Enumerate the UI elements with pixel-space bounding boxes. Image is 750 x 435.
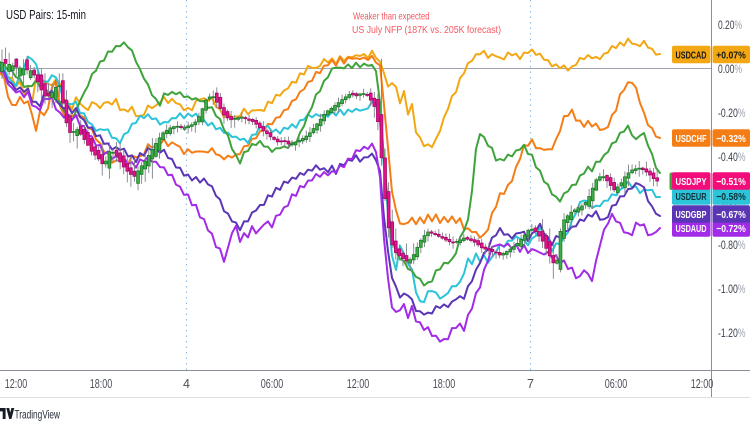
svg-text:18:00: 18:00 [90,377,113,391]
svg-text:−0.32%: −0.32% [716,133,746,145]
svg-text:-1.00%: -1.00% [718,284,746,296]
svg-text:-0.80%: -0.80% [718,240,746,252]
svg-text:-0.20%: -0.20% [718,108,746,120]
svg-text:−0.58%: −0.58% [716,191,746,203]
svg-text:0.20%: 0.20% [718,20,742,32]
svg-text:12:00: 12:00 [691,377,714,391]
svg-text:18:00: 18:00 [433,377,456,391]
svg-text:−0.51%: −0.51% [716,176,746,188]
svg-text:06:00: 06:00 [605,377,628,391]
svg-text:12:00: 12:00 [5,377,28,391]
svg-text:+0.07%: +0.07% [716,49,746,61]
svg-text:06:00: 06:00 [261,377,284,391]
svg-text:Weaker than expected: Weaker than expected [353,12,430,23]
svg-text:USD Pairs: 15-min: USD Pairs: 15-min [6,7,86,22]
svg-text:USDJPY: USDJPY [676,176,707,188]
svg-text:USDCHF: USDCHF [676,133,707,145]
svg-text:4: 4 [183,377,190,391]
svg-text:-1.20%: -1.20% [718,328,746,340]
svg-text:USDAUD: USDAUD [676,223,707,235]
svg-text:TradingView: TradingView [15,408,61,422]
svg-text:0.00%: 0.00% [718,64,742,76]
svg-text:−0.67%: −0.67% [716,209,746,221]
svg-text:−0.72%: −0.72% [716,223,746,235]
svg-text:USDEUR: USDEUR [676,191,707,203]
svg-text:USDCAD: USDCAD [676,49,707,61]
svg-text:US July NFP (187K vs. 205K for: US July NFP (187K vs. 205K forecast) [352,25,501,36]
svg-text:12:00: 12:00 [347,377,370,391]
svg-text:USDGBP: USDGBP [676,209,707,221]
svg-text:7: 7 [527,377,534,391]
svg-text:-0.40%: -0.40% [718,152,746,164]
